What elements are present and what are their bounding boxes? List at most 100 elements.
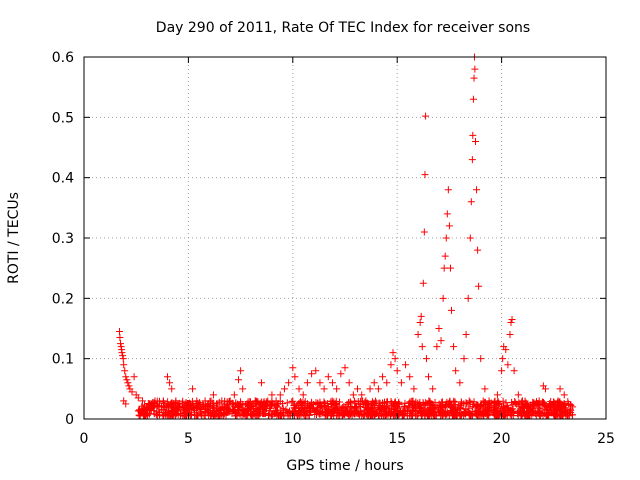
data-point — [437, 407, 445, 415]
y-tick-label: 0.5 — [52, 110, 74, 126]
data-point — [180, 406, 188, 414]
data-point — [546, 404, 554, 412]
data-point — [366, 385, 374, 393]
x-tick-label: 0 — [80, 431, 89, 447]
data-point — [422, 355, 430, 363]
data-point — [472, 137, 479, 145]
data-point — [502, 346, 510, 354]
data-point — [549, 410, 557, 418]
data-point — [465, 411, 473, 419]
data-point — [207, 402, 215, 410]
data-point — [144, 410, 152, 418]
data-point — [504, 404, 512, 412]
data-point — [288, 398, 296, 406]
data-point — [414, 331, 422, 339]
data-point — [485, 397, 493, 405]
data-point — [252, 411, 260, 419]
data-point — [267, 404, 275, 412]
data-point — [280, 385, 288, 393]
data-point — [441, 252, 449, 260]
data-point — [489, 403, 497, 411]
data-point — [162, 412, 170, 420]
data-point — [358, 391, 366, 399]
data-point — [446, 264, 454, 272]
data-point — [125, 382, 133, 390]
data-point — [387, 361, 395, 369]
data-point — [235, 376, 243, 384]
data-point — [121, 367, 129, 375]
data-point — [506, 331, 514, 339]
data-point — [182, 398, 190, 406]
data-point — [272, 408, 280, 416]
data-point — [380, 405, 388, 413]
data-point — [473, 186, 481, 194]
data-point — [472, 402, 480, 410]
data-point — [493, 391, 501, 399]
data-point — [276, 391, 284, 399]
data-point — [285, 379, 293, 387]
data-point — [440, 264, 448, 272]
data-point — [514, 410, 522, 418]
data-point — [169, 407, 177, 415]
data-point — [138, 402, 146, 410]
data-point — [534, 408, 542, 416]
data-point — [525, 411, 533, 419]
data-point — [190, 404, 198, 412]
data-point — [193, 397, 201, 405]
data-point — [256, 399, 264, 407]
data-point — [120, 361, 128, 369]
data-point — [340, 403, 348, 411]
data-point — [437, 337, 445, 345]
data-point — [372, 397, 380, 405]
data-point — [564, 400, 572, 408]
data-point — [172, 397, 180, 405]
data-point — [499, 355, 507, 363]
data-point — [541, 385, 549, 393]
data-point — [260, 409, 268, 417]
data-point — [248, 402, 256, 410]
data-point — [455, 402, 463, 410]
data-point — [205, 407, 213, 415]
data-point — [292, 404, 300, 412]
data-point — [116, 334, 124, 342]
data-point — [425, 373, 433, 381]
data-point — [405, 403, 413, 411]
data-point — [493, 402, 501, 410]
y-tick-label: 0.6 — [52, 50, 74, 66]
data-point — [447, 306, 455, 314]
data-point — [475, 282, 483, 290]
data-point — [352, 399, 360, 407]
data-point — [324, 373, 332, 381]
data-point — [169, 403, 177, 411]
data-point — [445, 400, 453, 408]
data-point — [136, 412, 144, 420]
data-point — [492, 409, 500, 417]
data-point — [338, 403, 346, 411]
data-point — [186, 400, 194, 408]
data-point — [273, 403, 281, 411]
data-point — [390, 412, 398, 420]
data-point — [451, 411, 459, 419]
data-point — [356, 411, 364, 419]
data-point — [550, 403, 558, 411]
data-point — [392, 411, 400, 419]
data-point — [510, 367, 518, 375]
data-point — [426, 397, 434, 405]
data-point — [273, 410, 281, 418]
data-point — [365, 410, 373, 418]
data-point — [159, 397, 167, 405]
data-point — [303, 379, 311, 387]
data-point — [214, 400, 222, 408]
data-point — [115, 328, 123, 336]
data-point — [137, 407, 145, 415]
data-point — [306, 408, 314, 416]
data-point — [248, 410, 256, 418]
data-point — [355, 402, 363, 410]
data-point — [186, 399, 194, 407]
data-point — [267, 410, 275, 418]
data-point — [192, 411, 200, 419]
data-point — [184, 403, 192, 411]
data-point — [557, 412, 565, 420]
data-point — [518, 397, 526, 405]
data-point — [383, 398, 391, 406]
